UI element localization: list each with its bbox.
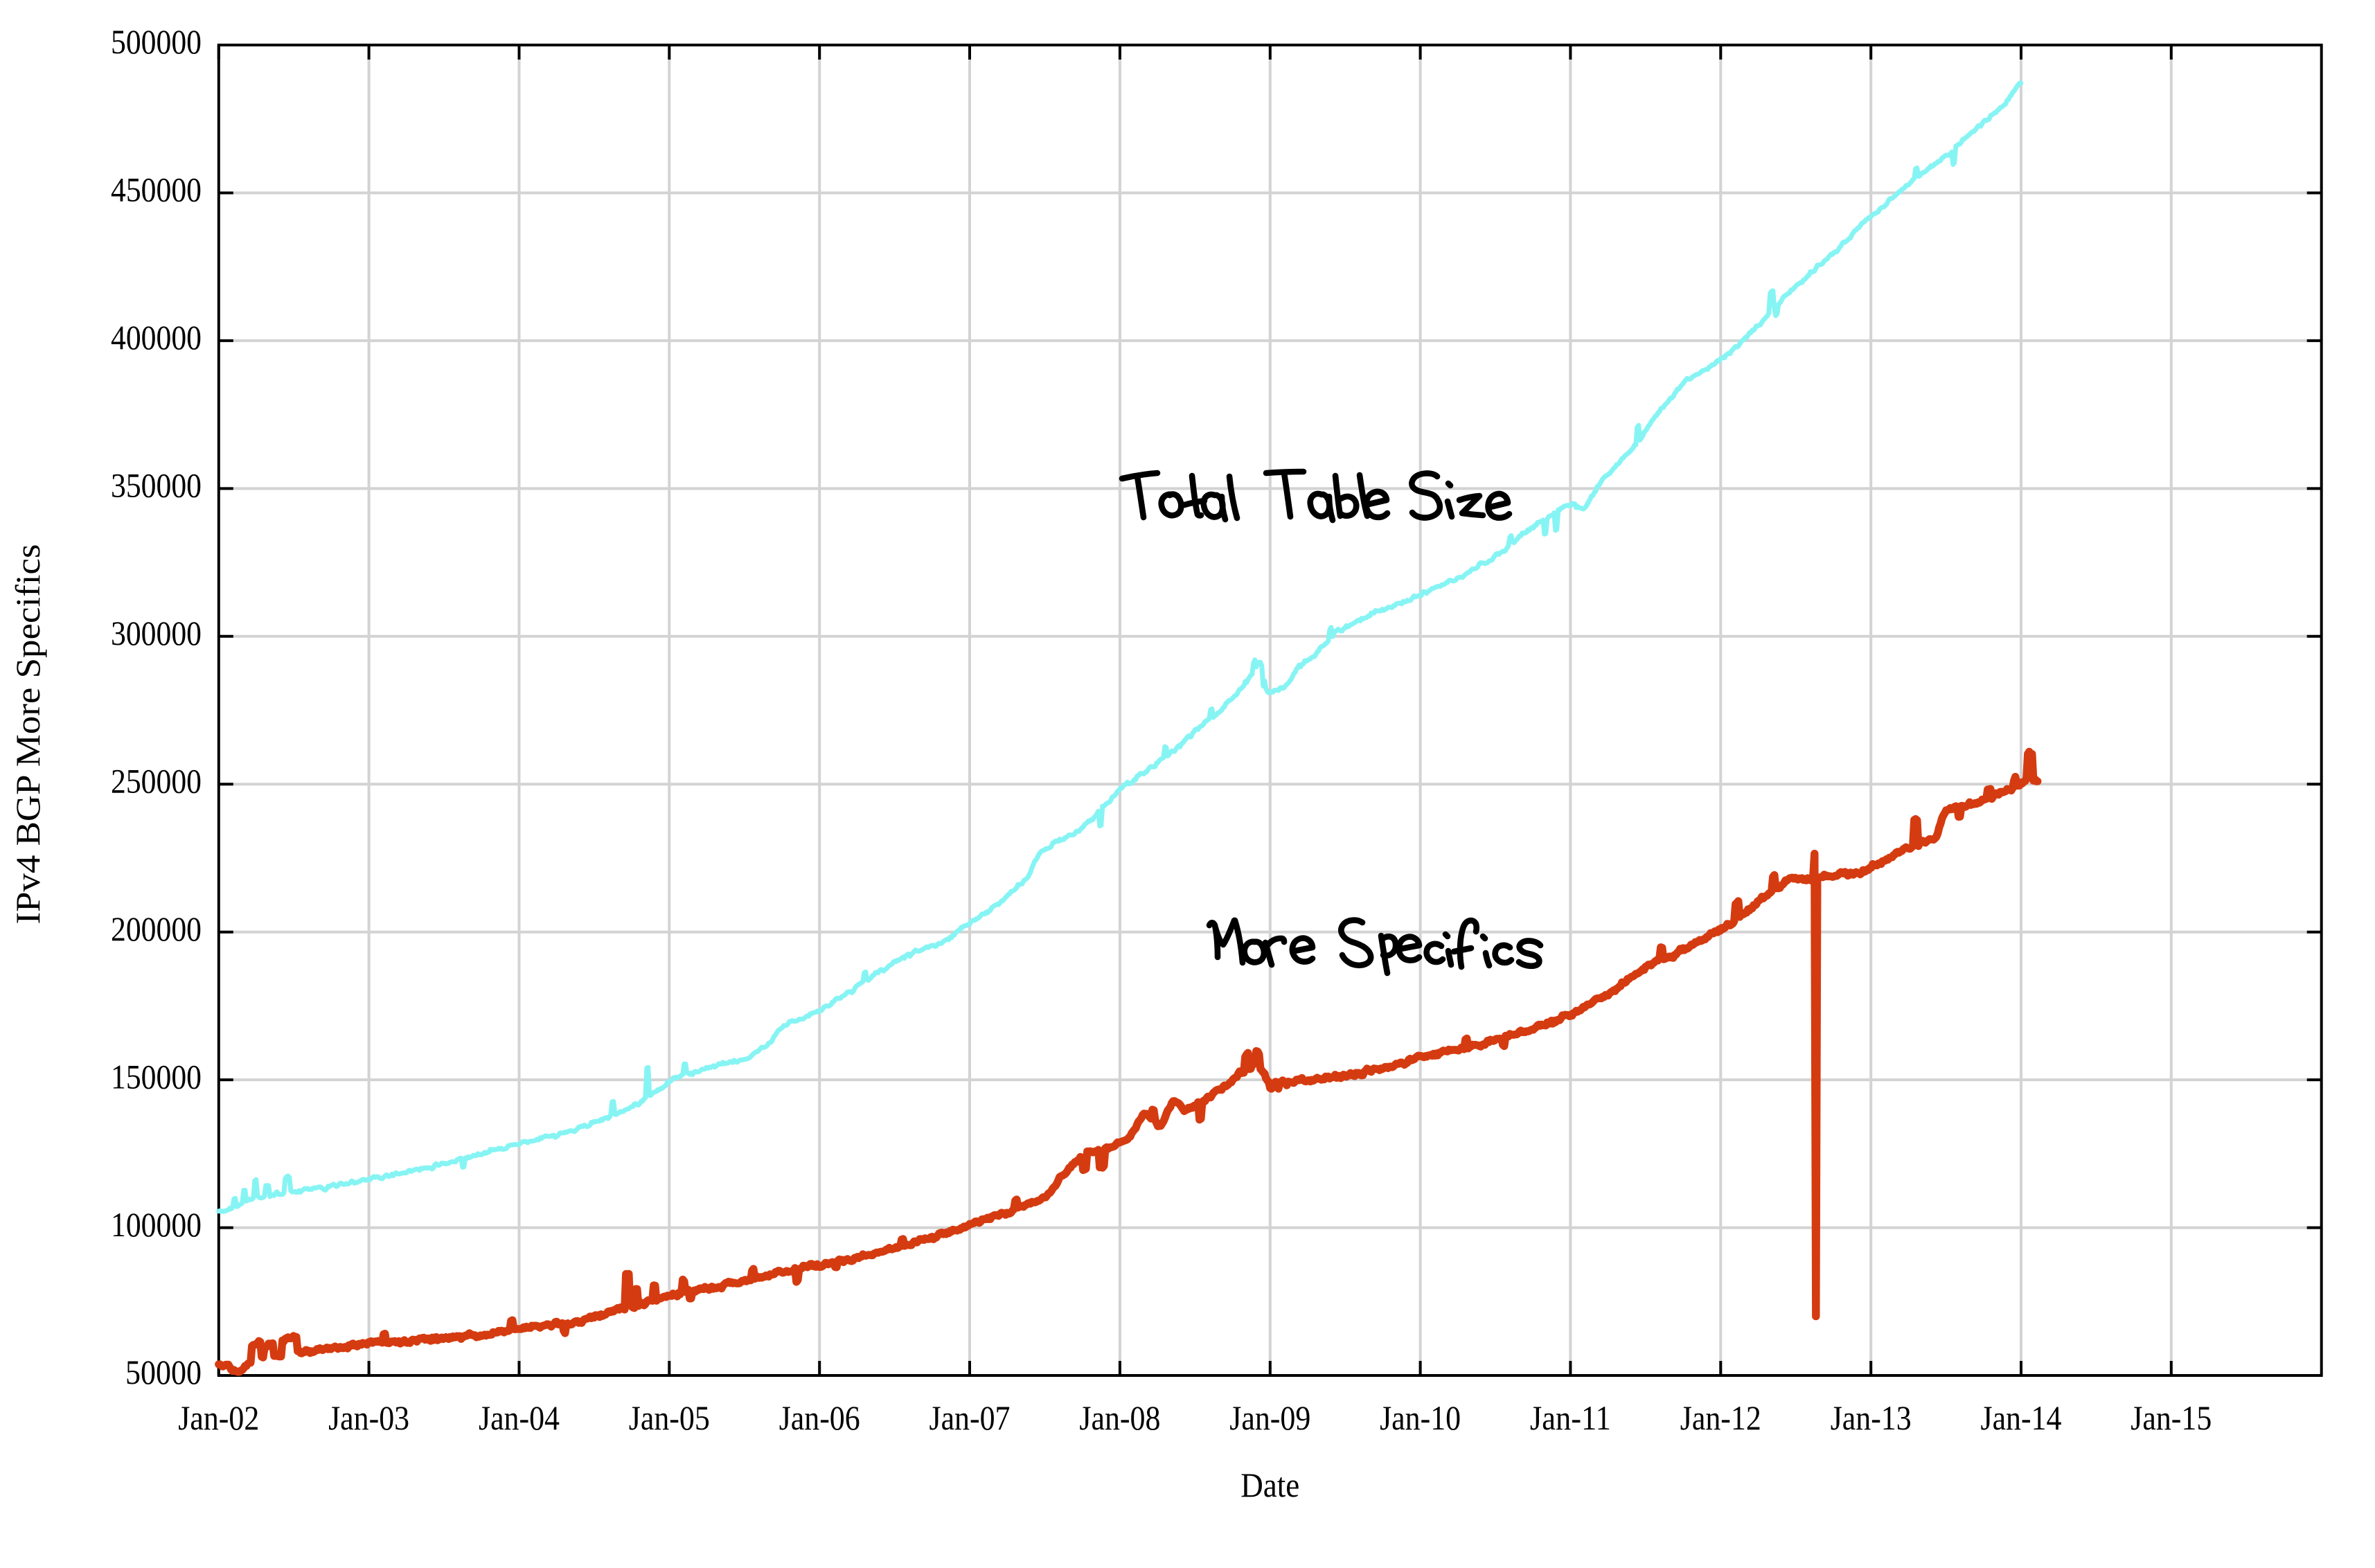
svg-text:200000: 200000 <box>111 910 202 948</box>
svg-text:Jan-08: Jan-08 <box>1079 1399 1160 1437</box>
svg-text:Jan-04: Jan-04 <box>479 1399 560 1437</box>
svg-text:Jan-06: Jan-06 <box>779 1399 860 1437</box>
svg-text:50000: 50000 <box>125 1353 202 1391</box>
svg-text:Jan-15: Jan-15 <box>2131 1399 2212 1437</box>
svg-text:500000: 500000 <box>111 23 202 61</box>
svg-text:100000: 100000 <box>111 1206 202 1244</box>
svg-text:400000: 400000 <box>111 319 202 357</box>
svg-text:Jan-02: Jan-02 <box>178 1399 259 1437</box>
svg-text:Jan-10: Jan-10 <box>1380 1399 1461 1437</box>
svg-text:Jan-05: Jan-05 <box>629 1399 710 1437</box>
svg-text:150000: 150000 <box>111 1058 202 1096</box>
svg-text:Jan-09: Jan-09 <box>1229 1399 1310 1437</box>
svg-text:250000: 250000 <box>111 762 202 800</box>
svg-text:Jan-12: Jan-12 <box>1680 1399 1761 1437</box>
svg-text:450000: 450000 <box>111 171 202 209</box>
svg-text:300000: 300000 <box>111 614 202 652</box>
svg-text:Jan-03: Jan-03 <box>328 1399 409 1437</box>
svg-text:IPv4 BGP More Specifics: IPv4 BGP More Specifics <box>9 544 47 925</box>
svg-text:Jan-11: Jan-11 <box>1530 1399 1611 1437</box>
svg-text:350000: 350000 <box>111 467 202 505</box>
svg-text:Jan-14: Jan-14 <box>1981 1399 2062 1437</box>
svg-text:Date: Date <box>1240 1466 1299 1504</box>
svg-text:Jan-07: Jan-07 <box>929 1399 1011 1437</box>
svg-text:Jan-13: Jan-13 <box>1831 1399 1912 1437</box>
